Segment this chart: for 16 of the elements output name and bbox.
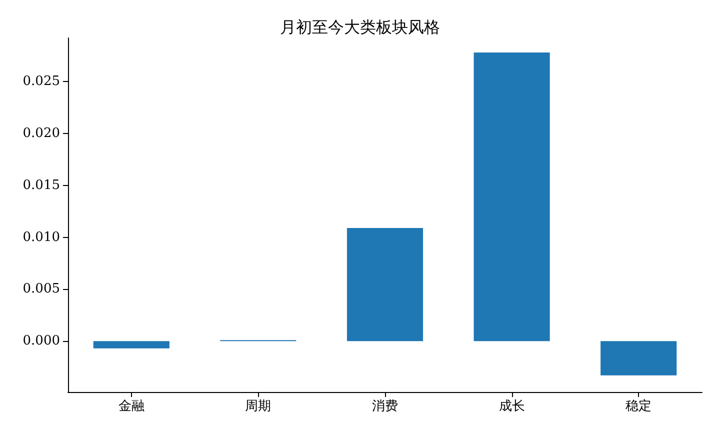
x-tick-label: 稳定: [626, 399, 652, 414]
x-tick-label: 金融: [118, 399, 144, 414]
chart-title: 月初至今大类板块风格: [280, 18, 440, 36]
bar: [474, 52, 550, 342]
x-tick-label: 消费: [372, 399, 398, 414]
bar: [600, 341, 677, 376]
bar: [346, 228, 424, 342]
x-tick-label: 周期: [245, 399, 272, 414]
y-tick-label: 0.020: [22, 126, 60, 142]
y-tick-label: 0.015: [22, 178, 60, 193]
bar: [93, 341, 170, 348]
y-tick-label: 0.000: [22, 334, 60, 349]
y-tick-label: 0.005: [22, 282, 60, 297]
x-tick-label: 成长: [498, 399, 525, 414]
y-tick-label: 0.010: [22, 230, 60, 245]
y-tick-label: 0.025: [22, 74, 60, 90]
